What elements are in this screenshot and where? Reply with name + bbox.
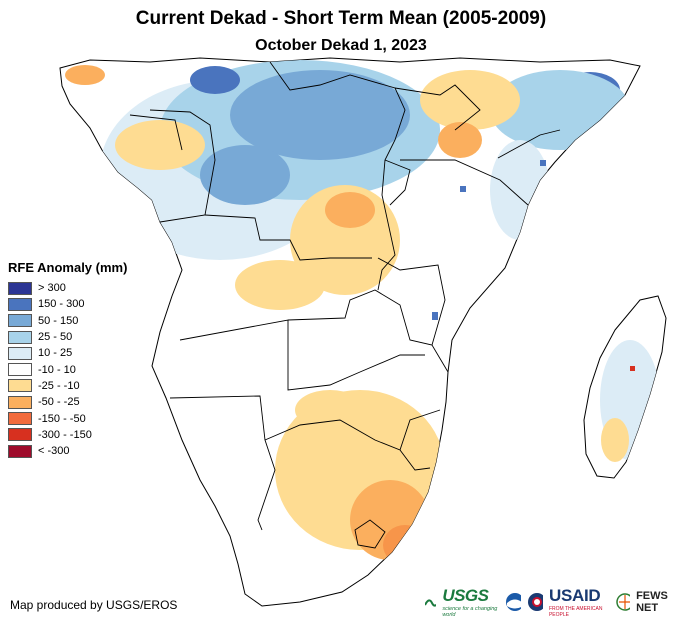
- legend-label: -25 - -10: [38, 379, 80, 392]
- legend-label: -150 - -50: [38, 412, 86, 425]
- border-13: [354, 519, 386, 549]
- legend-item: < -300: [8, 443, 127, 459]
- legend: RFE Anomaly (mm) > 300 150 - 300 50 - 150 2…: [8, 260, 127, 459]
- fews-net-logo-text: FEWS NET: [636, 590, 668, 614]
- usaid-seal-icon: [527, 593, 543, 611]
- legend-item: -10 - 10: [8, 361, 127, 377]
- usgs-logo: USGS science for a changing world: [442, 586, 498, 618]
- dry-area-medium-nw-corner: [65, 65, 105, 85]
- wet-pixel-1: [460, 186, 466, 192]
- legend-label: -50 - -25: [38, 396, 80, 409]
- border-6: [384, 159, 411, 206]
- credit-text: Map produced by USGS/EROS: [10, 598, 178, 612]
- border-11: [264, 419, 431, 471]
- dry-area-medium-natal: [383, 525, 427, 565]
- legend-item: -25 - -10: [8, 378, 127, 394]
- legend-swatch: [8, 379, 32, 393]
- wet-area-faint-coast: [490, 140, 550, 240]
- fews-net-globe-icon: [615, 593, 631, 611]
- legend-item: -150 - -50: [8, 410, 127, 426]
- border-8: [287, 289, 449, 373]
- border-9: [179, 319, 425, 391]
- legend-swatch: [8, 395, 32, 409]
- legend-title: RFE Anomaly (mm): [8, 260, 128, 275]
- border-4: [394, 84, 481, 131]
- border-14: [497, 129, 561, 159]
- legend-swatch: [8, 412, 32, 426]
- usgs-logo-icon: [425, 599, 437, 607]
- dry-area-medium-center: [325, 192, 375, 228]
- legend-item: 25 - 50: [8, 329, 127, 345]
- border-7: [377, 257, 446, 346]
- border-5: [400, 159, 529, 206]
- dry-area-light-northwest: [115, 120, 205, 170]
- country-borders: [129, 61, 561, 549]
- wet-pixel-2: [432, 312, 438, 320]
- dry-pixel-1: [630, 366, 635, 371]
- legend-swatch: [8, 330, 32, 344]
- border-12: [399, 409, 441, 451]
- border-2: [204, 214, 372, 261]
- legend-item: -300 - -150: [8, 427, 127, 443]
- wet-area-medium-central: [230, 70, 410, 160]
- legend-label: < -300: [38, 445, 70, 458]
- map-subtitle: October Dekad 1, 2023: [255, 37, 427, 54]
- legend-label: 50 - 150: [38, 314, 79, 327]
- legend-label: 10 - 25: [38, 347, 73, 360]
- legend-swatch: [8, 363, 32, 377]
- legend-item: -50 - -25: [8, 394, 127, 410]
- legend-item: 150 - 300: [8, 296, 127, 312]
- legend-item: 10 - 25: [8, 345, 127, 361]
- border-3: [269, 61, 406, 291]
- legend-label: -10 - 10: [38, 363, 76, 376]
- legend-swatch: [8, 428, 32, 442]
- legend-swatch: [8, 281, 32, 295]
- usaid-logo: USAID FROM THE AMERICAN PEOPLE: [549, 586, 610, 618]
- legend-item: > 300: [8, 280, 127, 296]
- legend-swatch: [8, 314, 32, 328]
- wet-pixel-3: [540, 160, 546, 166]
- legend-swatch: [8, 444, 32, 458]
- dry-area-light-botswana: [295, 390, 365, 430]
- legend-rows: > 300 150 - 300 50 - 150 25 - 50 10 - 25 -10 …: [8, 280, 127, 459]
- border-1: [149, 109, 216, 223]
- wet-area-strong-north: [190, 66, 240, 94]
- dry-area-light-mad: [601, 418, 629, 462]
- logo-strip: USGS science for a changing world USAID …: [425, 586, 682, 618]
- noaa-logo-icon: [505, 593, 521, 611]
- wet-area-medium-west: [200, 145, 290, 205]
- legend-label: -300 - -150: [38, 428, 92, 441]
- dry-area-medium-north: [438, 122, 482, 158]
- legend-item: 50 - 150: [8, 313, 127, 329]
- border-10: [169, 395, 276, 531]
- legend-label: 25 - 50: [38, 331, 73, 344]
- usaid-logo-tagline: FROM THE AMERICAN PEOPLE: [548, 606, 603, 618]
- legend-label: 150 - 300: [38, 298, 85, 311]
- dry-area-light-angola: [235, 260, 325, 310]
- usgs-logo-text: USGS: [442, 586, 489, 605]
- usgs-logo-tagline: science for a changing world: [442, 606, 498, 618]
- legend-swatch: [8, 346, 32, 360]
- border-15: [129, 114, 183, 151]
- map-title: Current Dekad - Short Term Mean (2005-20…: [135, 8, 547, 29]
- legend-swatch: [8, 297, 32, 311]
- legend-label: > 300: [38, 282, 66, 295]
- usaid-logo-text: USAID: [548, 586, 601, 605]
